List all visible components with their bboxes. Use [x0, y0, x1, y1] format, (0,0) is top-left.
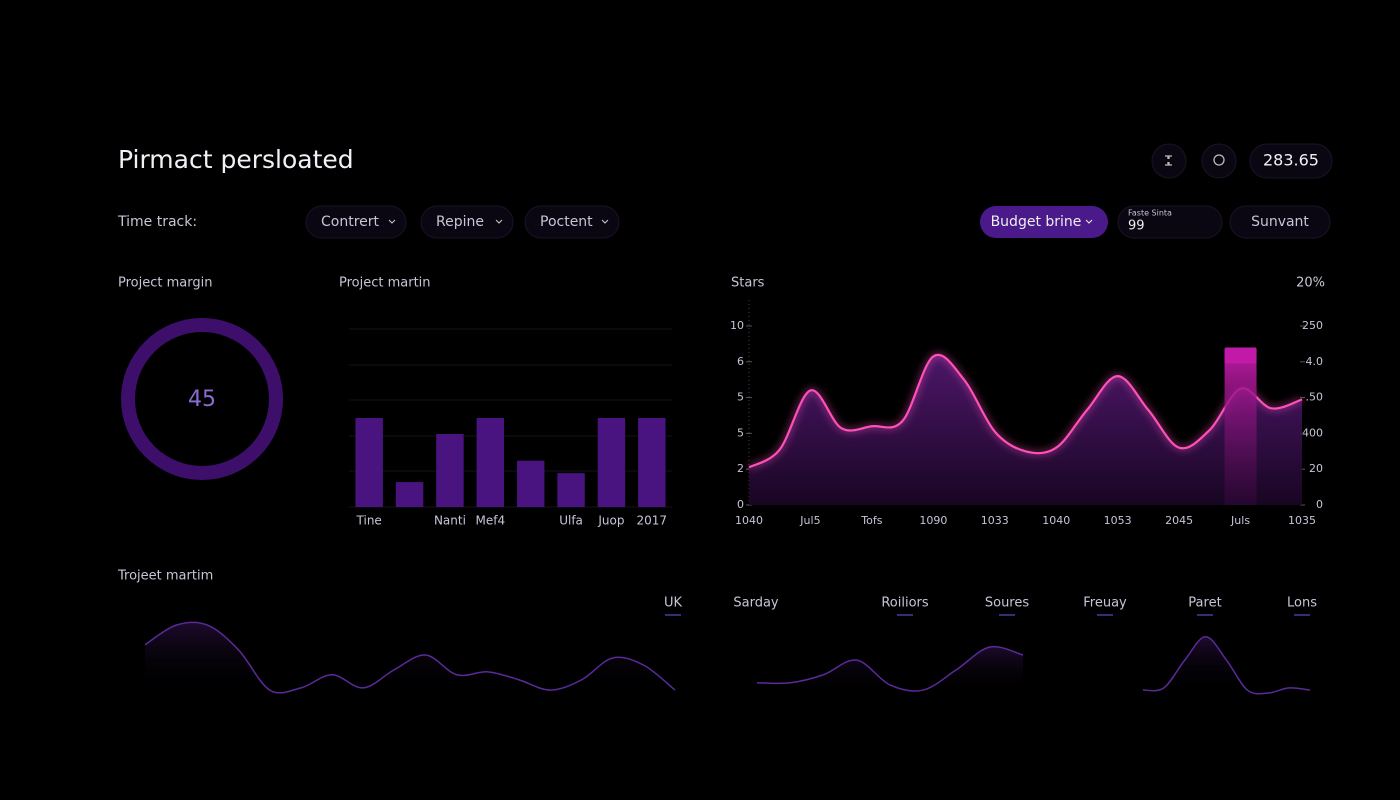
bar	[355, 418, 383, 507]
x-tick-label: 1090	[919, 514, 947, 527]
toolbar-label: Time track:	[117, 214, 197, 230]
x-tick-label: 1040	[735, 514, 763, 527]
x-tick-label: 1053	[1104, 514, 1132, 527]
x-tick-label: Juop	[597, 514, 624, 528]
search-icon	[1213, 154, 1225, 166]
tab-label[interactable]: Roiliors	[881, 596, 929, 611]
donut-ring	[121, 318, 283, 480]
filter-dropdown[interactable]	[524, 205, 620, 239]
icon-button[interactable]	[1151, 143, 1187, 179]
x-tick-label: 2045	[1165, 514, 1193, 527]
y2-tick-label: 0	[1316, 498, 1323, 511]
chevron	[495, 219, 503, 224]
highlight-cap	[1224, 347, 1257, 364]
y2-tick-label: 250	[1302, 319, 1323, 332]
x-tick-label: Ulfa	[559, 514, 583, 528]
y-tick-label: 10	[730, 319, 744, 332]
active-button[interactable]	[980, 206, 1108, 238]
y-tick-label: 5	[737, 426, 744, 439]
x-tick-label: Jul5	[799, 514, 820, 527]
y2-tick-label: 400	[1302, 426, 1323, 439]
bar	[516, 460, 545, 507]
sparkline-fill	[1143, 636, 1310, 694]
area-line	[748, 353, 1303, 469]
tab-label[interactable]: Paret	[1188, 596, 1221, 611]
chevron	[1085, 219, 1093, 224]
y-tick-label: 0	[737, 498, 744, 511]
bottom-title: Trojeet martim	[117, 569, 213, 584]
tab-label[interactable]: Sarday	[733, 596, 779, 611]
bar	[395, 482, 424, 507]
field-value: 99	[1128, 219, 1145, 234]
bar	[436, 434, 464, 507]
filter-label: Repine	[436, 214, 484, 230]
area-fill	[749, 354, 1302, 505]
y2-tick-label: 4.0	[1306, 355, 1324, 368]
sparkline-fill	[757, 646, 1023, 693]
icon-button[interactable]	[1201, 143, 1237, 179]
header-value: 283.65	[1263, 151, 1319, 170]
donut-value: 45	[188, 387, 216, 412]
sparkline-fill	[145, 622, 675, 693]
x-tick-label: 1040	[1042, 514, 1070, 527]
filter-label: Poctent	[540, 214, 593, 230]
filter-label: Contrert	[321, 214, 380, 230]
donut-title: Project margin	[118, 276, 212, 291]
input-field[interactable]	[1117, 205, 1223, 239]
bar	[476, 418, 505, 507]
x-tick-label: Mef4	[476, 514, 506, 528]
highlight-bar	[1224, 347, 1257, 505]
tab-label[interactable]: Lons	[1287, 596, 1317, 611]
tab-label[interactable]: UK	[664, 596, 683, 611]
filter-dropdown[interactable]	[305, 205, 407, 239]
field-label: Faste Sinta	[1128, 209, 1172, 218]
button[interactable]	[1229, 205, 1331, 239]
bar	[638, 418, 666, 507]
y-tick-label: 6	[737, 355, 744, 368]
bar	[557, 473, 585, 507]
x-tick-label: 1033	[981, 514, 1009, 527]
expand-icon	[1165, 155, 1172, 166]
button-label: Sunvant	[1251, 214, 1309, 230]
y2-tick-label: 20	[1309, 462, 1323, 475]
x-tick-label: Tofs	[860, 514, 882, 527]
x-tick-label: Nanti	[434, 514, 466, 528]
x-tick-label: Juls	[1230, 514, 1250, 527]
y-tick-label: 5	[737, 391, 744, 404]
y-tick-label: 2	[737, 462, 744, 475]
bar-chart-title: Project martin	[339, 276, 431, 291]
bar	[597, 418, 626, 507]
tab-label[interactable]: Freuay	[1083, 596, 1127, 611]
x-tick-label: 1035	[1288, 514, 1316, 527]
chevron	[601, 219, 609, 224]
x-tick-label: Tine	[356, 514, 382, 528]
sparkline	[756, 645, 1024, 692]
x-tick-label: 2017	[637, 514, 668, 528]
active-button-label: Budget brine	[991, 214, 1082, 230]
sparkline	[1142, 636, 1311, 695]
y2-tick-label: .50	[1306, 391, 1324, 404]
y2-title: 20%	[1296, 276, 1325, 291]
area-chart-title: Stars	[731, 276, 765, 291]
chevron	[388, 219, 396, 224]
page-title: Pirmact persloated	[118, 145, 354, 174]
filter-dropdown[interactable]	[420, 205, 514, 239]
value-badge	[1249, 143, 1333, 179]
tab-label[interactable]: Soures	[985, 596, 1030, 611]
sparkline	[144, 621, 676, 694]
